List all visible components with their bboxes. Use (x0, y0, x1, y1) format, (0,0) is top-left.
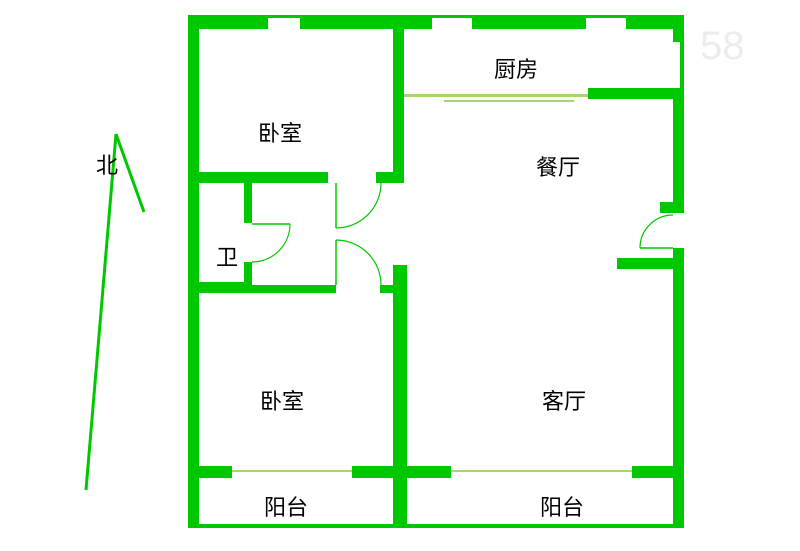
wall-bed2-top-left (188, 282, 252, 293)
wall-bed1-bottom-right (376, 172, 404, 183)
wall-right-seg2 (673, 90, 684, 210)
label-kitchen: 厨房 (494, 52, 538, 84)
label-bedroom2: 卧室 (260, 384, 304, 416)
wall-dining-living-split (617, 258, 684, 269)
wall-right-seg3 (673, 248, 684, 528)
wall-bed2-top-mid (244, 285, 336, 293)
label-balcony2: 阳台 (540, 490, 584, 522)
wall-right-seg1 (673, 18, 684, 42)
wall-top-seg2 (300, 18, 432, 29)
wall-balcony-top-left (188, 466, 232, 478)
wall-left (188, 18, 199, 528)
wall-bed2-top-right (380, 285, 407, 293)
wall-top-ledge (188, 15, 684, 18)
balcony-door-line2 (451, 470, 632, 472)
wall-balcony-top-mid1 (352, 466, 407, 478)
floorplan-canvas: 58 北 (0, 0, 800, 551)
watermark: 58 (700, 24, 745, 69)
wall-bath-right (244, 183, 252, 223)
label-living: 客厅 (542, 384, 586, 416)
label-bathroom: 卫 (216, 240, 238, 272)
kitchen-counter-h2 (444, 100, 574, 102)
wall-top-seg3 (472, 18, 586, 29)
wall-bottom (188, 524, 684, 528)
wall-vert-bed2-right (393, 293, 407, 478)
north-label: 北 (96, 148, 118, 180)
wall-top-seg1 (188, 18, 268, 29)
wall-right-door-top-stub (660, 202, 684, 213)
wall-bed1-bottom (188, 172, 328, 183)
kitchen-wall-stub (588, 88, 684, 99)
label-balcony1: 阳台 (264, 490, 308, 522)
label-bedroom1: 卧室 (258, 116, 302, 148)
label-dining: 餐厅 (536, 150, 580, 182)
wall-balcony-divider (393, 478, 407, 528)
wall-balcony-top-mid2 (407, 466, 451, 478)
wall-balcony-top-right (632, 466, 684, 478)
wall-vert-main-seg1 (393, 18, 404, 180)
kitchen-counter-h (404, 94, 590, 97)
balcony-door-line1 (232, 470, 352, 472)
wall-right-window (680, 42, 684, 90)
